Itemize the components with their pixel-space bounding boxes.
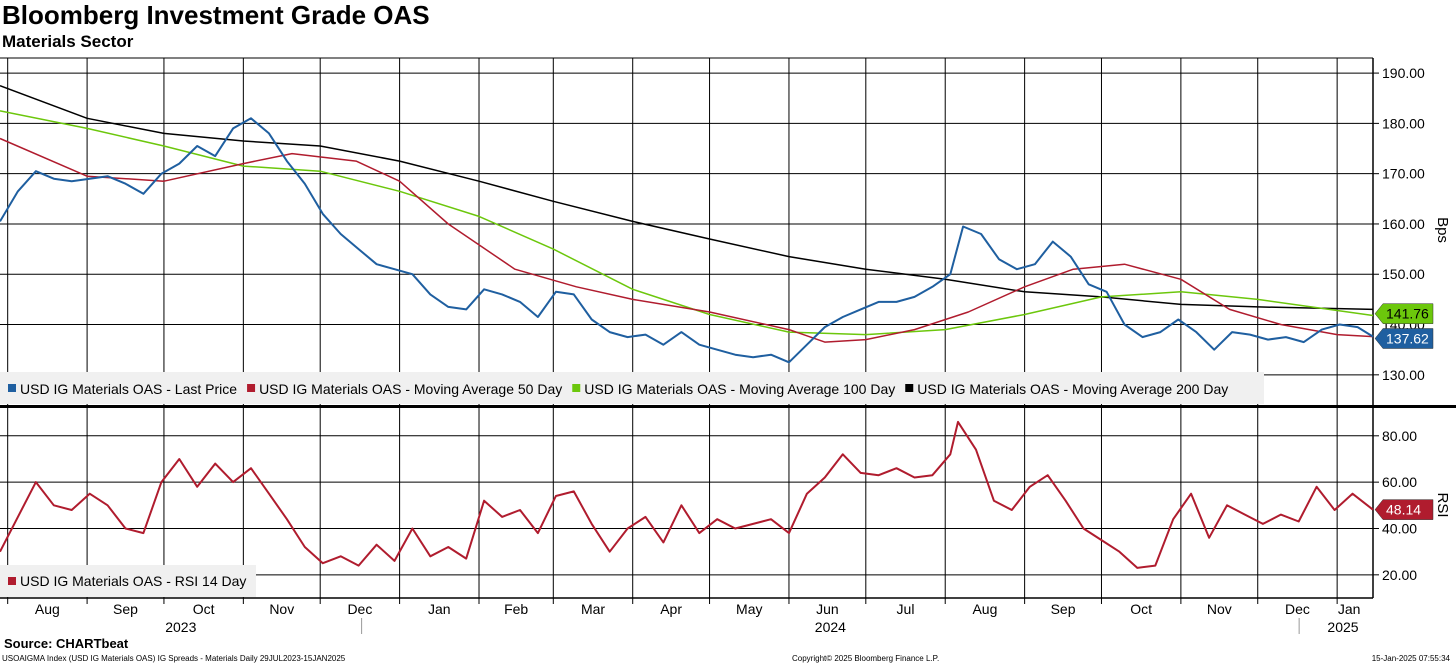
- y-tick-label-upper: 130.00: [1382, 367, 1425, 383]
- month-label: Jun: [816, 601, 839, 617]
- legend-swatch: [572, 384, 581, 392]
- y-tick-label-lower: 40.00: [1382, 520, 1417, 536]
- legend-entry: USD IG Materials OAS - Moving Average 20…: [917, 381, 1228, 397]
- legend-box-lower: [0, 565, 256, 597]
- series-line-rsi: [0, 420, 1374, 569]
- y-tick-label-upper: 170.00: [1382, 166, 1425, 182]
- month-label: May: [736, 601, 762, 617]
- y-tick-label-lower: 20.00: [1382, 567, 1417, 583]
- legend-entry: USD IG Materials OAS - RSI 14 Day: [20, 573, 246, 589]
- ticker-description: USOAIGMA Index (USD IG Materials OAS) IG…: [2, 654, 346, 663]
- month-label: Nov: [269, 601, 294, 617]
- y-tick-label-upper: 160.00: [1382, 216, 1425, 232]
- legend-entry: USD IG Materials OAS - Last Price: [20, 381, 237, 397]
- legend-box-upper: [0, 372, 1264, 404]
- last-value-tag-rsi-bg: [1374, 499, 1434, 520]
- month-label: Aug: [35, 601, 60, 617]
- month-label: Aug: [972, 601, 997, 617]
- last-value-tag-ma100: 141.76: [1386, 306, 1429, 322]
- month-label: Feb: [504, 601, 528, 617]
- legend-swatch: [247, 384, 256, 392]
- y-axis-title-lower: RSI: [1434, 492, 1451, 517]
- year-label: 2025: [1327, 619, 1358, 635]
- series-layer: [0, 84, 1374, 569]
- month-label: Jul: [897, 601, 915, 617]
- month-label: Apr: [660, 601, 682, 617]
- legend-entry: USD IG Materials OAS - Moving Average 10…: [584, 381, 895, 397]
- value-tag-layer: 141.76 137.62 48.14: [1374, 303, 1434, 520]
- series-line-last-price: [0, 117, 1374, 364]
- month-label: Jan: [428, 601, 451, 617]
- timestamp: 15-Jan-2025 07:55:34: [1371, 654, 1450, 663]
- legend-swatch: [8, 384, 16, 392]
- month-label: Mar: [581, 601, 605, 617]
- y-tick-label-lower: 80.00: [1382, 428, 1417, 444]
- month-label: Sep: [113, 601, 138, 617]
- last-value-tag-rsi: 48.14: [1386, 502, 1421, 518]
- y-tick-label-lower: 60.00: [1382, 474, 1417, 490]
- series-line-ma-50: [0, 137, 1374, 343]
- month-label: Dec: [347, 601, 372, 617]
- y-axis-title-upper: Bps: [1434, 217, 1451, 243]
- month-label: Oct: [1130, 601, 1152, 617]
- last-value-tag-last-price: 137.62: [1386, 331, 1429, 347]
- y-tick-label-upper: 190.00: [1382, 65, 1425, 81]
- copyright-note: Copyright© 2025 Bloomberg Finance L.P.: [792, 654, 940, 663]
- year-label: 2023: [165, 619, 196, 635]
- year-label: 2024: [815, 619, 846, 635]
- month-label: Jan: [1338, 601, 1361, 617]
- series-line-ma-200: [0, 84, 1374, 311]
- legend-swatch: [8, 577, 16, 585]
- legend-entry: USD IG Materials OAS - Moving Average 50…: [259, 381, 562, 397]
- last-value-tag-ma100-bg: [1374, 303, 1434, 324]
- last-value-tag-last-price-bg: [1374, 328, 1434, 349]
- y-tick-label-upper: 150.00: [1382, 266, 1425, 282]
- chart-title: Bloomberg Investment Grade OAS: [2, 0, 430, 30]
- month-label: Sep: [1051, 601, 1076, 617]
- month-label: Dec: [1285, 601, 1310, 617]
- legend-swatch: [905, 384, 914, 392]
- legend-layer[interactable]: USD IG Materials OAS - Last Price USD IG …: [0, 372, 1264, 597]
- y-tick-label-upper: 180.00: [1382, 115, 1425, 131]
- chart-subtitle: Materials Sector: [2, 32, 134, 51]
- axis-layer: Aug Sep Oct Nov Dec Jan Feb Mar Apr May Jun Jul Aug S…: [7, 65, 1451, 635]
- source-note: Source: CHARTbeat: [4, 636, 129, 651]
- month-label: Nov: [1207, 601, 1232, 617]
- series-line-ma-100: [0, 110, 1374, 336]
- month-label: Oct: [193, 601, 215, 617]
